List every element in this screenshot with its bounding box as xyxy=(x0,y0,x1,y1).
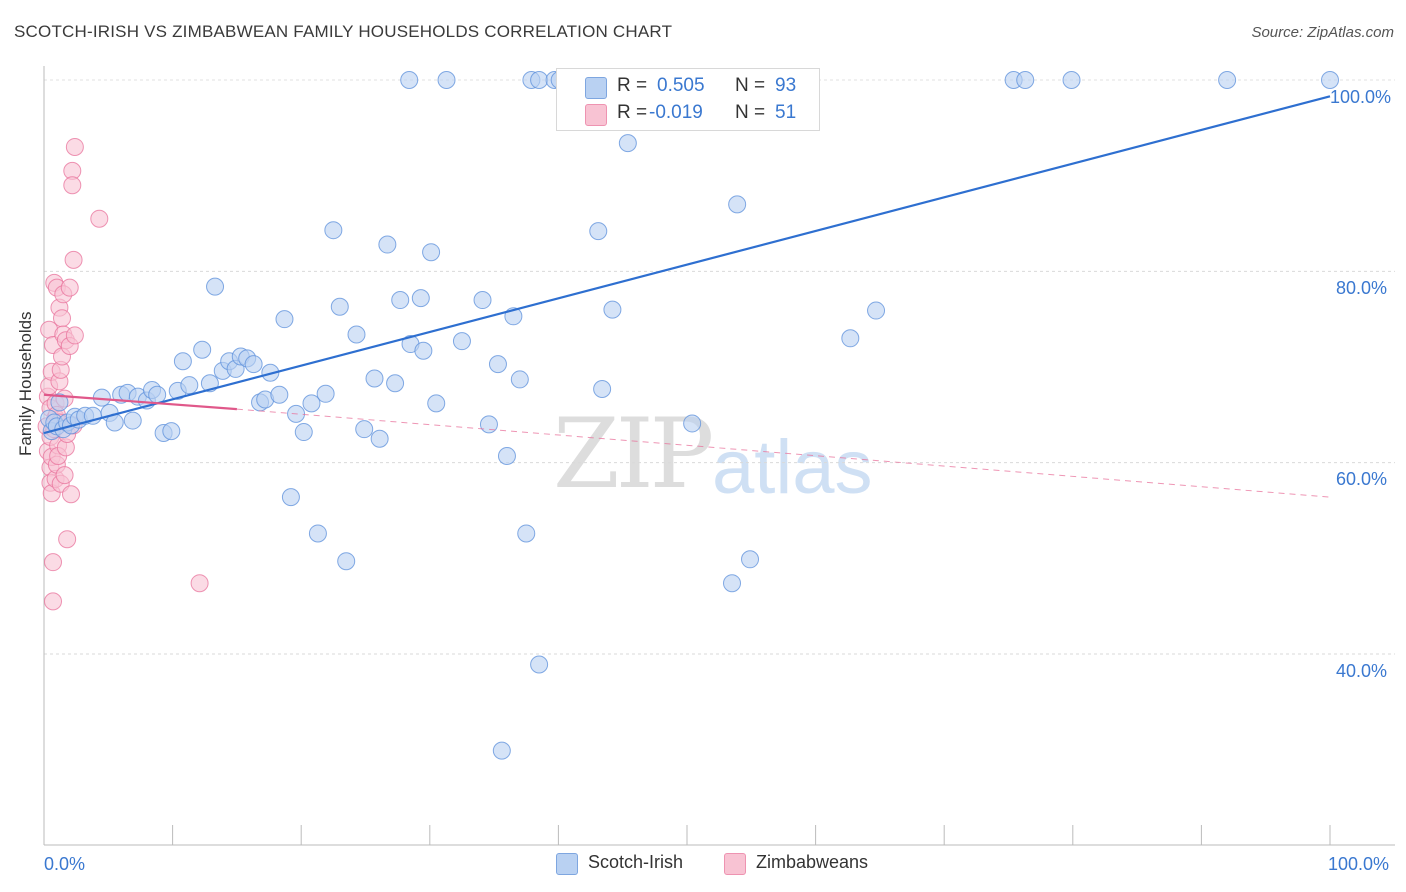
scotch-irish-point xyxy=(841,329,860,348)
scotch-irish-point xyxy=(206,277,225,296)
scotch-irish-point xyxy=(316,384,335,403)
zimbabweans-point xyxy=(44,553,63,572)
scotch-irish-point xyxy=(324,221,343,240)
scotch-irish-point xyxy=(193,340,212,359)
r-value: -0.019 xyxy=(649,102,703,123)
scotch-irish-point xyxy=(162,422,181,441)
scotch-irish-point xyxy=(589,222,608,241)
scotch-irish-point xyxy=(330,297,349,316)
scotch-irish-point xyxy=(180,376,199,395)
scotch-irish-point xyxy=(492,741,511,760)
scotch-irish-point xyxy=(50,393,69,412)
y-tick-label: 100.0% xyxy=(1330,87,1392,107)
scotch-irish-point xyxy=(173,352,192,371)
scotch-irish-point xyxy=(517,524,536,543)
scotch-irish-point xyxy=(281,488,300,507)
legend-label: Scotch-Irish xyxy=(588,852,684,872)
zimbabweans-point xyxy=(63,176,82,195)
scotch-irish-point xyxy=(530,71,549,89)
scotch-irish-point xyxy=(530,655,549,674)
n-value: 93 xyxy=(775,75,797,96)
scotch-irish-point xyxy=(294,423,313,442)
zimbabweans-trend-line xyxy=(43,393,237,411)
scotch-irish-point xyxy=(378,235,397,254)
watermark-atlas: atlas xyxy=(712,425,873,510)
scotch-irish-point xyxy=(355,420,374,439)
zimbabweans-point xyxy=(44,592,63,611)
scotch-irish-point xyxy=(618,134,637,153)
x-tick-label-max: 100.0% xyxy=(1328,854,1390,874)
scotch-irish-legend-swatch xyxy=(556,853,578,875)
source-attribution: Source: ZipAtlas.com xyxy=(1251,24,1394,41)
zimbabweans-point xyxy=(60,278,79,297)
zimbabweans-point xyxy=(53,309,72,328)
scotch-irish-trend-line xyxy=(43,95,1331,435)
scotch-irish-point xyxy=(723,574,742,593)
zimbabweans-point xyxy=(62,485,81,504)
zimbabweans-point xyxy=(65,137,84,156)
scotch-irish-point xyxy=(308,524,327,543)
scotch-irish-point xyxy=(593,380,612,399)
scotch-irish-point xyxy=(411,289,430,308)
scotch-irish-point xyxy=(728,195,747,214)
chart-title: SCOTCH-IRISH VS ZIMBABWEAN FAMILY HOUSEH… xyxy=(14,22,673,41)
zimbabweans-trend-extension xyxy=(236,408,1331,498)
scotch-irish-point xyxy=(437,71,456,89)
scotch-irish-point xyxy=(427,394,446,413)
y-axis-label: Family Households xyxy=(16,311,35,456)
scotch-irish-point xyxy=(1016,71,1035,89)
scotch-irish-point xyxy=(365,369,384,388)
zimbabweans-legend-swatch xyxy=(724,853,746,875)
zimbabweans-point xyxy=(58,530,77,549)
scotch-irish-point xyxy=(1321,71,1339,89)
scotch-irish-point xyxy=(1062,71,1081,89)
scotch-irish-point xyxy=(603,300,622,319)
y-tick-label: 60.0% xyxy=(1336,469,1388,489)
zimbabweans-swatch xyxy=(585,104,607,126)
y-tick-label: 40.0% xyxy=(1336,661,1388,681)
zimbabweans-point xyxy=(65,326,84,345)
r-label: R = xyxy=(617,75,648,96)
x-tick-label-min: 0.0% xyxy=(44,854,86,874)
scotch-irish-swatch xyxy=(585,77,607,99)
scotch-irish-point xyxy=(497,446,516,465)
zimbabweans-point xyxy=(55,466,74,485)
scotch-irish-point xyxy=(347,325,366,344)
scotch-irish-point xyxy=(510,370,529,389)
scotch-irish-point xyxy=(386,374,405,393)
scotch-irish-point xyxy=(1218,71,1237,89)
scotch-irish-point xyxy=(275,310,294,329)
scotch-irish-point xyxy=(391,291,410,310)
zimbabweans-point xyxy=(90,209,109,228)
scotch-irish-point xyxy=(337,552,356,571)
n-value: 51 xyxy=(775,102,797,123)
scotch-irish-point xyxy=(270,385,289,404)
n-label: N = xyxy=(735,102,766,123)
scotch-irish-point xyxy=(473,291,492,310)
scotch-irish-point xyxy=(244,355,263,374)
scotch-irish-point xyxy=(370,429,389,448)
scotch-irish-point xyxy=(488,355,507,374)
legend-label: Zimbabweans xyxy=(756,852,869,872)
r-value: 0.505 xyxy=(657,75,705,96)
scotch-irish-point xyxy=(422,243,441,262)
scotch-irish-point xyxy=(302,394,321,413)
scotch-irish-point xyxy=(741,550,760,569)
y-tick-label: 80.0% xyxy=(1336,278,1388,298)
scotch-irish-point xyxy=(479,415,498,434)
scotch-irish-point xyxy=(867,301,886,320)
zimbabweans-point xyxy=(64,250,83,269)
scotch-irish-point xyxy=(683,414,702,433)
stats-legend: R = 0.505 N = 93 R = -0.019 N = 51 xyxy=(556,68,820,131)
zimbabweans-point xyxy=(190,574,209,593)
scotch-irish-point xyxy=(452,332,471,351)
r-label: R = xyxy=(617,102,648,123)
scotch-irish-point xyxy=(123,411,142,430)
n-label: N = xyxy=(735,75,766,96)
scotch-irish-point xyxy=(400,71,419,89)
scotch-irish-point xyxy=(414,341,433,360)
